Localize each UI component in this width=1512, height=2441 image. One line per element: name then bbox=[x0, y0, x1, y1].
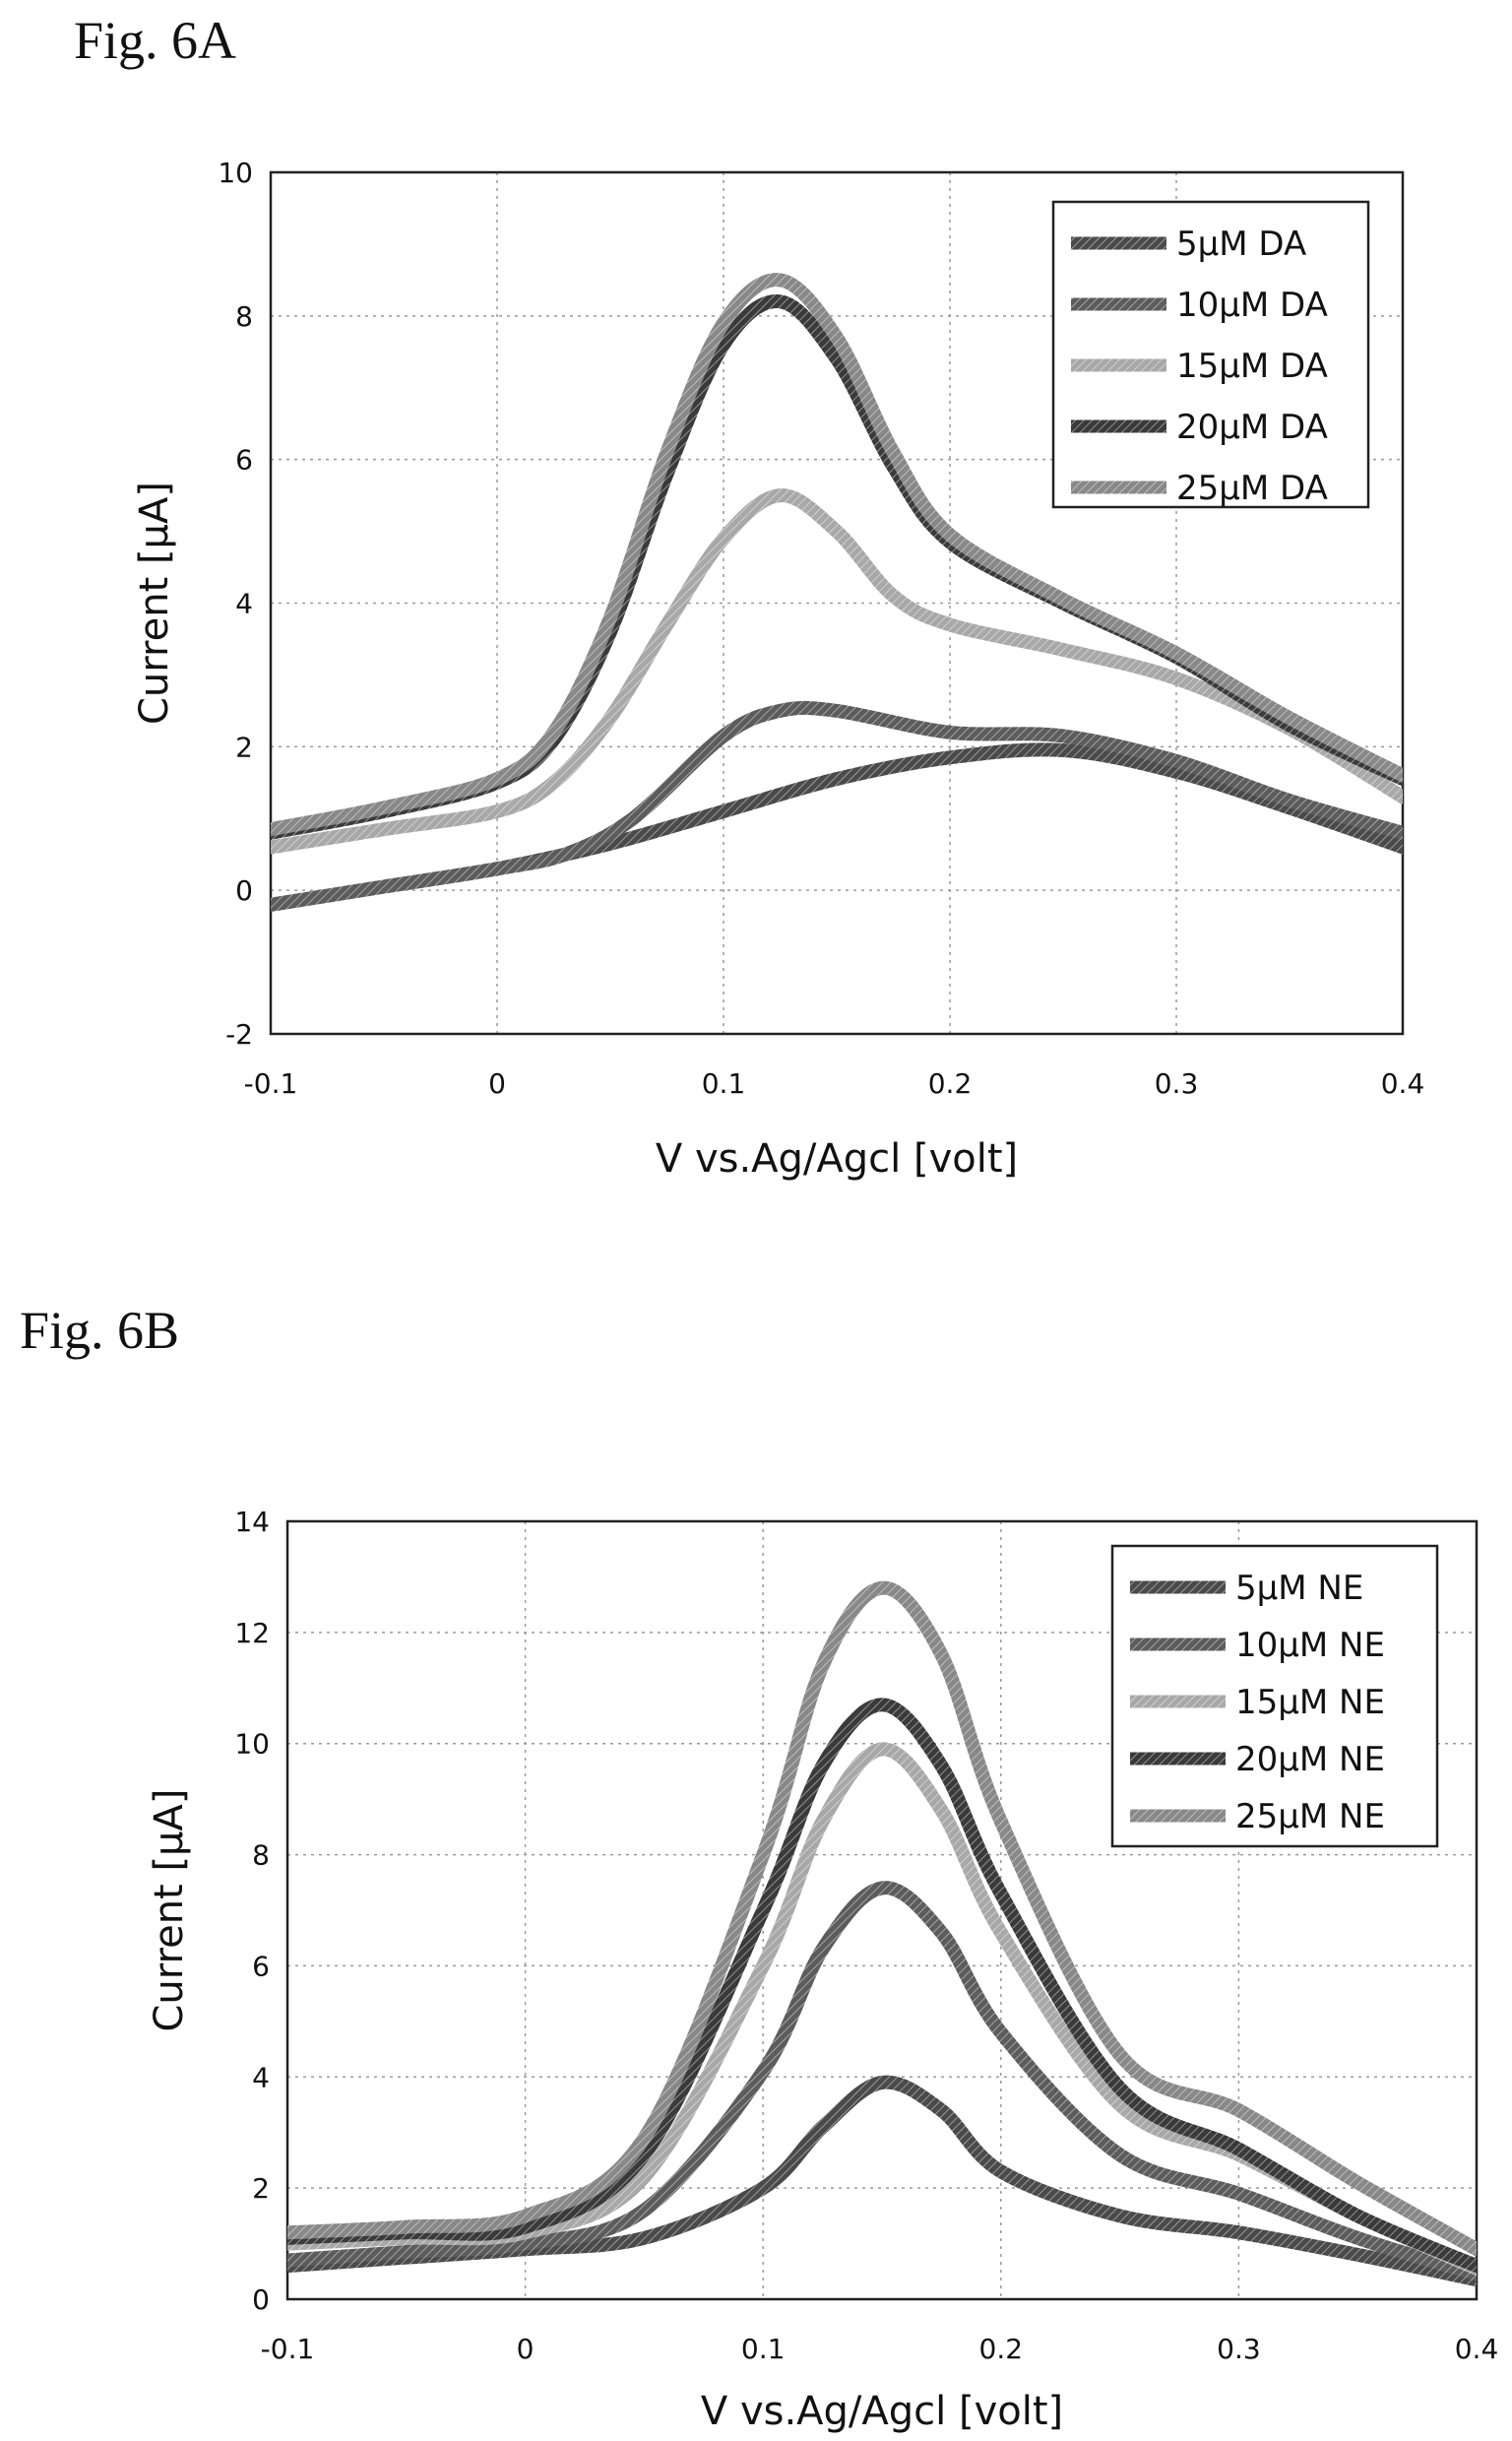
y-tick-label: 14 bbox=[234, 1506, 270, 1538]
y-tick-label: 4 bbox=[252, 2061, 270, 2093]
figure-b-title: Fig. 6B bbox=[20, 1301, 180, 1360]
legend-label: 5μM DA bbox=[1176, 225, 1306, 264]
legend-box bbox=[1051, 200, 1370, 509]
series-group bbox=[271, 273, 1403, 912]
figure-a-title: Fig. 6A bbox=[74, 11, 237, 70]
series-line-5 bbox=[271, 273, 1403, 837]
legend-label: 5μM NE bbox=[1235, 1569, 1363, 1608]
plot-frame bbox=[269, 170, 1405, 1036]
legend-label: 10μM NE bbox=[1235, 1626, 1385, 1665]
x-axis-title: V vs.Ag/Agcl [volt] bbox=[701, 2389, 1063, 2434]
x-tick-label: 0.3 bbox=[1155, 1067, 1199, 1100]
legend-label: 25μM DA bbox=[1176, 469, 1328, 508]
y-tick-label: 10 bbox=[218, 157, 253, 189]
legend-label: 25μM NE bbox=[1235, 1797, 1385, 1836]
y-tick-label: 10 bbox=[234, 1728, 270, 1761]
y-axis-title: Current [μA] bbox=[147, 1789, 192, 2032]
x-tick-label: 0.3 bbox=[1217, 2333, 1261, 2365]
legend: 5μM NE 10μM NE 15μM NE 20μM NE 25μM NE bbox=[1110, 1544, 1439, 1848]
y-axis-title: Current [μA] bbox=[132, 482, 177, 725]
plot-frame bbox=[285, 1519, 1479, 2301]
legend-label: 15μM NE bbox=[1235, 1683, 1385, 1722]
legend-label: 15μM DA bbox=[1176, 347, 1328, 386]
x-tick-label: 0.1 bbox=[702, 1067, 746, 1100]
chart-fig-6a: -0.1 0 0.1 0.2 0.3 0.4 -2 0 2 4 6 8 10 V vs.Ag/Agcl [… bbox=[132, 157, 1425, 1182]
y-tick-label: 6 bbox=[252, 1950, 270, 1982]
x-tick-label: 0.2 bbox=[928, 1067, 973, 1100]
x-tick-label: 0 bbox=[517, 2333, 535, 2365]
y-tick-label: 8 bbox=[252, 1839, 270, 1872]
series-line-2 bbox=[271, 700, 1403, 912]
y-tick-label: 8 bbox=[235, 300, 253, 333]
legend-label: 20μM DA bbox=[1176, 408, 1328, 447]
series-line-2 bbox=[287, 1881, 1477, 2281]
y-tick-label: 0 bbox=[235, 874, 253, 907]
series-line-5 bbox=[287, 1580, 1477, 2257]
y-tick-label: 2 bbox=[252, 2172, 270, 2205]
legend-label: 10μM DA bbox=[1176, 286, 1328, 325]
x-tick-label: 0.2 bbox=[979, 2333, 1024, 2365]
series-line-3 bbox=[271, 488, 1403, 855]
x-tick-label: 0.1 bbox=[741, 2333, 786, 2365]
y-tick-label: 6 bbox=[235, 444, 253, 477]
legend-label: 20μM NE bbox=[1235, 1740, 1385, 1779]
x-tick-label: 0.4 bbox=[1455, 2333, 1499, 2365]
x-tick-label: -0.1 bbox=[244, 1067, 298, 1100]
x-tick-label: -0.1 bbox=[261, 2333, 315, 2365]
y-tick-label: 4 bbox=[235, 588, 253, 620]
y-tick-label: 12 bbox=[234, 1617, 270, 1649]
legend: 5μM DA 10μM DA 15μM DA 20μM DA 25μM DA bbox=[1051, 200, 1370, 509]
y-tick-label: 0 bbox=[252, 2283, 270, 2316]
x-axis-title: V vs.Ag/Agcl [volt] bbox=[656, 1136, 1018, 1182]
y-tick-label: 2 bbox=[235, 731, 253, 763]
series-group bbox=[287, 1580, 1477, 2287]
series-line-4 bbox=[287, 1698, 1477, 2274]
x-tick-label: 0.4 bbox=[1381, 1067, 1425, 1100]
x-tick-label: 0 bbox=[488, 1067, 506, 1100]
y-tick-label: -2 bbox=[225, 1018, 253, 1051]
chart-fig-6b: -0.1 0 0.1 0.2 0.3 0.4 0 2 4 6 8 10 12 14 V vs.Ag/Agcl… bbox=[147, 1506, 1499, 2434]
